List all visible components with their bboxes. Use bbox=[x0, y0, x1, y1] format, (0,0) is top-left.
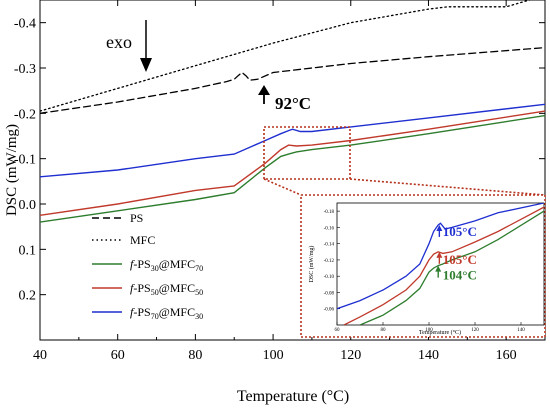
ps-peak-arrow bbox=[258, 85, 270, 104]
legend-label-mid: @MFC bbox=[159, 281, 195, 295]
y-tick-label: 0.1 bbox=[19, 243, 37, 258]
inset-y-tick-label: -0.18 bbox=[324, 210, 335, 215]
inset-series-line-s30 bbox=[359, 210, 544, 325]
legend-label-prefix: f bbox=[130, 281, 135, 295]
legend-label-s70: f-PS70@MFC30 bbox=[130, 305, 203, 321]
inset-x-tick-label: 60 bbox=[335, 328, 341, 333]
inset-peak-label: 105°C bbox=[443, 252, 477, 267]
plot-area bbox=[39, 0, 546, 341]
zoom-connector-lines bbox=[263, 178, 546, 196]
x-axis-title-unit: (°C) bbox=[321, 388, 349, 405]
inset-plot-area bbox=[336, 202, 545, 326]
y-tick-label: -0.1 bbox=[14, 153, 36, 168]
y-axis-title: DSC (mW/mg) bbox=[4, 124, 20, 216]
legend-label-prefix: f bbox=[130, 305, 135, 319]
series-line-s50 bbox=[40, 110, 545, 217]
x-tick-label: 100 bbox=[263, 348, 284, 363]
x-tick-label: 80 bbox=[188, 348, 202, 363]
exo-arrow bbox=[140, 20, 152, 72]
y-tick-label: 0.0 bbox=[19, 198, 37, 213]
inset-x-axis-title: Temperature (°C) bbox=[419, 329, 461, 336]
legend-label-ps: PS bbox=[130, 211, 143, 225]
legend-label-main: -PS bbox=[133, 305, 150, 319]
x-tick-label: 40 bbox=[33, 348, 47, 363]
x-tick-label: 140 bbox=[418, 348, 439, 363]
inset-peak-arrowhead bbox=[436, 224, 443, 231]
inset-peak-label: 105°C bbox=[443, 224, 477, 239]
inset-x-tick-label: 100 bbox=[425, 328, 433, 333]
inset-series-line-s50 bbox=[343, 206, 544, 325]
inset-peak-label: 104°C bbox=[443, 268, 477, 283]
zoom-region-box bbox=[263, 126, 351, 180]
legend-label-sub1: 50 bbox=[151, 288, 159, 297]
inset-y-tick-label: -0.08 bbox=[324, 291, 335, 296]
y-tick-label: -0.4 bbox=[14, 17, 36, 32]
legend-label-mid: @MFC bbox=[159, 305, 195, 319]
legend-label-sub2: 70 bbox=[195, 264, 203, 273]
inset-y-tick-label: -0.14 bbox=[324, 243, 335, 248]
legend-label-sub2: 30 bbox=[195, 312, 203, 321]
legend-label-s30: f-PS30@MFC70 bbox=[130, 257, 203, 273]
inset-series-line-s70 bbox=[337, 203, 544, 310]
x-tick-label: 120 bbox=[340, 348, 361, 363]
inset-x-tick-label: 80 bbox=[381, 328, 387, 333]
series-line-mfc bbox=[40, 0, 531, 112]
legend-label-sub1: 30 bbox=[151, 264, 159, 273]
ps-peak-label: 92°C bbox=[275, 94, 311, 113]
inset-peak-arrowhead bbox=[436, 251, 443, 258]
x-axis-title: Temperature (°C) bbox=[237, 388, 349, 405]
legend-label-prefix: f bbox=[130, 257, 135, 271]
main-axes: 40 60 80 100 120 140 160 -0.4 -0.3 -0.2 -0.1 0.0 0.1… bbox=[14, 0, 545, 363]
inset-axes: 60 80 100 120 140 -0.06 -0.08 -0.10 -0.12 -0.14 -0… bbox=[324, 210, 526, 333]
legend-label-main: -PS bbox=[133, 281, 150, 295]
y-tick-label: 0.2 bbox=[19, 289, 37, 304]
x-tick-label: 60 bbox=[111, 348, 125, 363]
legend: PSMFCf-PS30@MFC70f-PS50@MFC50f-PS70@MFC3… bbox=[92, 211, 203, 321]
legend-label-mfc: MFC bbox=[130, 233, 155, 247]
inset-y-tick-label: -0.06 bbox=[324, 308, 335, 313]
x-tick-label: 160 bbox=[496, 348, 517, 363]
inset-y-tick-label: -0.16 bbox=[324, 226, 335, 231]
y-tick-label: -0.3 bbox=[14, 62, 36, 77]
inset-y-tick-label: -0.10 bbox=[324, 275, 335, 280]
y-tick-label: -0.2 bbox=[14, 107, 36, 122]
legend-label-sub1: 70 bbox=[151, 312, 159, 321]
inset-y-tick-label: -0.12 bbox=[324, 259, 335, 264]
legend-label-s50: f-PS50@MFC50 bbox=[130, 281, 203, 297]
legend-label-main: -PS bbox=[133, 257, 150, 271]
exo-label: exo bbox=[106, 32, 132, 52]
inset-x-tick-label: 140 bbox=[517, 328, 525, 333]
main-series-group bbox=[40, 0, 545, 223]
inset-x-tick-label: 120 bbox=[471, 328, 479, 333]
series-line-s70 bbox=[40, 103, 545, 178]
legend-label-mid: @MFC bbox=[159, 257, 195, 271]
inset-y-axis-title: DSC (mW/mg) bbox=[308, 246, 315, 283]
inset-peak-arrowhead bbox=[435, 265, 442, 272]
x-axis-title-main: Temperature bbox=[237, 388, 318, 405]
legend-label-sub2: 50 bbox=[195, 288, 203, 297]
inset-series-group bbox=[337, 203, 544, 325]
series-line-s30 bbox=[40, 114, 545, 223]
series-line-ps bbox=[40, 46, 545, 114]
